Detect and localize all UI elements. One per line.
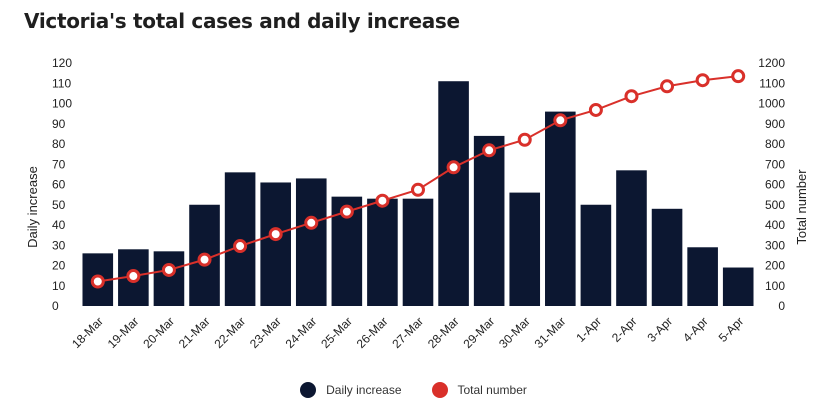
right-y-tick-label: 300 bbox=[765, 238, 785, 252]
bar-daily-increase[interactable] bbox=[651, 208, 683, 306]
x-tick-label: 1-Apr bbox=[573, 314, 604, 345]
right-y-axis-ticks: 0 100 200 300 400 500 600 700 800 900 1000 1100 1200 bbox=[758, 56, 785, 313]
x-tick-label: 3-Apr bbox=[645, 314, 676, 345]
x-axis-ticks: 18-Mar19-Mar20-Mar21-Mar22-Mar23-Mar24-M… bbox=[69, 314, 746, 351]
legend-item-daily-increase[interactable]: Daily increase bbox=[300, 382, 402, 398]
bar-daily-increase[interactable] bbox=[722, 267, 754, 306]
left-y-tick-label: 30 bbox=[52, 238, 66, 252]
point-total-number[interactable] bbox=[624, 89, 639, 104]
point-total-number[interactable] bbox=[553, 113, 568, 128]
x-tick-label: 5-Apr bbox=[716, 314, 747, 345]
line-series bbox=[90, 69, 746, 289]
bar-daily-increase[interactable] bbox=[402, 198, 434, 306]
x-tick-label: 18-Mar bbox=[69, 314, 106, 351]
left-y-tick-label: 120 bbox=[52, 56, 72, 70]
point-total-number[interactable] bbox=[482, 143, 497, 158]
left-y-tick-label: 40 bbox=[52, 218, 66, 232]
right-y-tick-label: 600 bbox=[765, 178, 785, 192]
left-y-tick-label: 80 bbox=[52, 137, 66, 151]
legend-label-daily-increase: Daily increase bbox=[326, 383, 402, 397]
point-total-number[interactable] bbox=[90, 274, 105, 289]
point-total-number[interactable] bbox=[731, 69, 746, 84]
legend: Daily increase Total number bbox=[0, 382, 827, 398]
x-tick-label: 30-Mar bbox=[496, 314, 533, 351]
left-y-tick-label: 90 bbox=[52, 117, 66, 131]
left-y-tick-label: 50 bbox=[52, 198, 66, 212]
right-y-tick-label: 1200 bbox=[758, 56, 785, 70]
x-tick-label: 19-Mar bbox=[105, 314, 142, 351]
left-y-tick-label: 0 bbox=[52, 299, 59, 313]
bar-daily-increase[interactable] bbox=[260, 182, 291, 306]
x-tick-label: 24-Mar bbox=[283, 314, 320, 351]
point-total-number[interactable] bbox=[446, 160, 461, 175]
x-tick-label: 4-Apr bbox=[680, 314, 711, 345]
right-y-axis-label: Total number bbox=[794, 169, 809, 245]
point-total-number[interactable] bbox=[339, 204, 354, 219]
right-y-tick-label: 100 bbox=[765, 279, 785, 293]
right-y-tick-label: 800 bbox=[765, 137, 785, 151]
point-total-number[interactable] bbox=[197, 252, 212, 267]
left-y-tick-label: 110 bbox=[52, 76, 71, 90]
combo-chart: 0 10 20 30 40 50 60 70 80 90 100 110 120 0 100 200 300 4… bbox=[25, 56, 809, 351]
right-y-tick-label: 500 bbox=[765, 198, 785, 212]
left-y-tick-label: 100 bbox=[52, 97, 72, 111]
right-y-tick-label: 700 bbox=[765, 157, 785, 171]
x-tick-label: 21-Mar bbox=[176, 314, 213, 351]
x-tick-label: 25-Mar bbox=[318, 314, 355, 351]
point-total-number[interactable] bbox=[695, 73, 710, 88]
left-y-tick-label: 20 bbox=[52, 259, 66, 273]
bar-daily-increase[interactable] bbox=[580, 204, 612, 306]
point-total-number[interactable] bbox=[411, 182, 425, 197]
right-y-tick-label: 1000 bbox=[758, 97, 785, 111]
point-total-number[interactable] bbox=[126, 269, 141, 284]
point-total-number[interactable] bbox=[517, 132, 532, 147]
bar-daily-increase[interactable] bbox=[616, 170, 647, 306]
point-total-number[interactable] bbox=[304, 215, 319, 230]
chart-title: Victoria's total cases and daily increas… bbox=[24, 9, 460, 33]
bar-daily-increase[interactable] bbox=[367, 198, 398, 306]
legend-swatch-total-number bbox=[431, 382, 448, 398]
bar-daily-increase[interactable] bbox=[687, 247, 718, 306]
right-y-tick-label: 0 bbox=[778, 299, 785, 313]
right-y-tick-label: 400 bbox=[765, 218, 785, 232]
point-total-number[interactable] bbox=[268, 227, 283, 242]
point-total-number[interactable] bbox=[660, 79, 675, 94]
x-tick-label: 22-Mar bbox=[211, 314, 248, 351]
right-y-tick-label: 900 bbox=[765, 117, 785, 131]
left-y-tick-label: 60 bbox=[52, 178, 66, 192]
point-total-number[interactable] bbox=[161, 262, 176, 277]
bar-daily-increase[interactable] bbox=[509, 192, 541, 306]
point-total-number[interactable] bbox=[233, 239, 248, 254]
legend-item-total-number[interactable]: Total number bbox=[431, 382, 527, 398]
right-y-tick-label: 200 bbox=[765, 259, 785, 273]
point-total-number[interactable] bbox=[588, 102, 603, 117]
left-y-axis-ticks: 0 10 20 30 40 50 60 70 80 90 100 110 120 bbox=[52, 56, 72, 313]
bar-daily-increase[interactable] bbox=[295, 178, 327, 306]
x-tick-label: 2-Apr bbox=[609, 314, 640, 345]
right-y-tick-label: 1100 bbox=[759, 76, 785, 90]
x-tick-label: 27-Mar bbox=[389, 314, 426, 351]
x-tick-label: 26-Mar bbox=[354, 314, 391, 351]
left-y-tick-label: 10 bbox=[52, 279, 66, 293]
legend-label-total-number: Total number bbox=[457, 383, 527, 397]
bar-series bbox=[82, 81, 754, 306]
left-y-axis-label: Daily increase bbox=[25, 166, 40, 248]
bar-daily-increase[interactable] bbox=[438, 81, 469, 306]
point-total-number[interactable] bbox=[375, 193, 390, 208]
bar-daily-increase[interactable] bbox=[153, 251, 185, 306]
x-tick-label: 31-Mar bbox=[532, 314, 569, 351]
bar-daily-increase[interactable] bbox=[473, 135, 505, 306]
x-tick-label: 29-Mar bbox=[460, 314, 497, 351]
x-tick-label: 23-Mar bbox=[247, 314, 284, 351]
bar-daily-increase[interactable] bbox=[545, 111, 576, 306]
x-tick-label: 20-Mar bbox=[140, 314, 177, 351]
x-tick-label: 28-Mar bbox=[425, 314, 462, 351]
left-y-tick-label: 70 bbox=[52, 157, 66, 171]
legend-swatch-daily-increase bbox=[300, 382, 317, 398]
